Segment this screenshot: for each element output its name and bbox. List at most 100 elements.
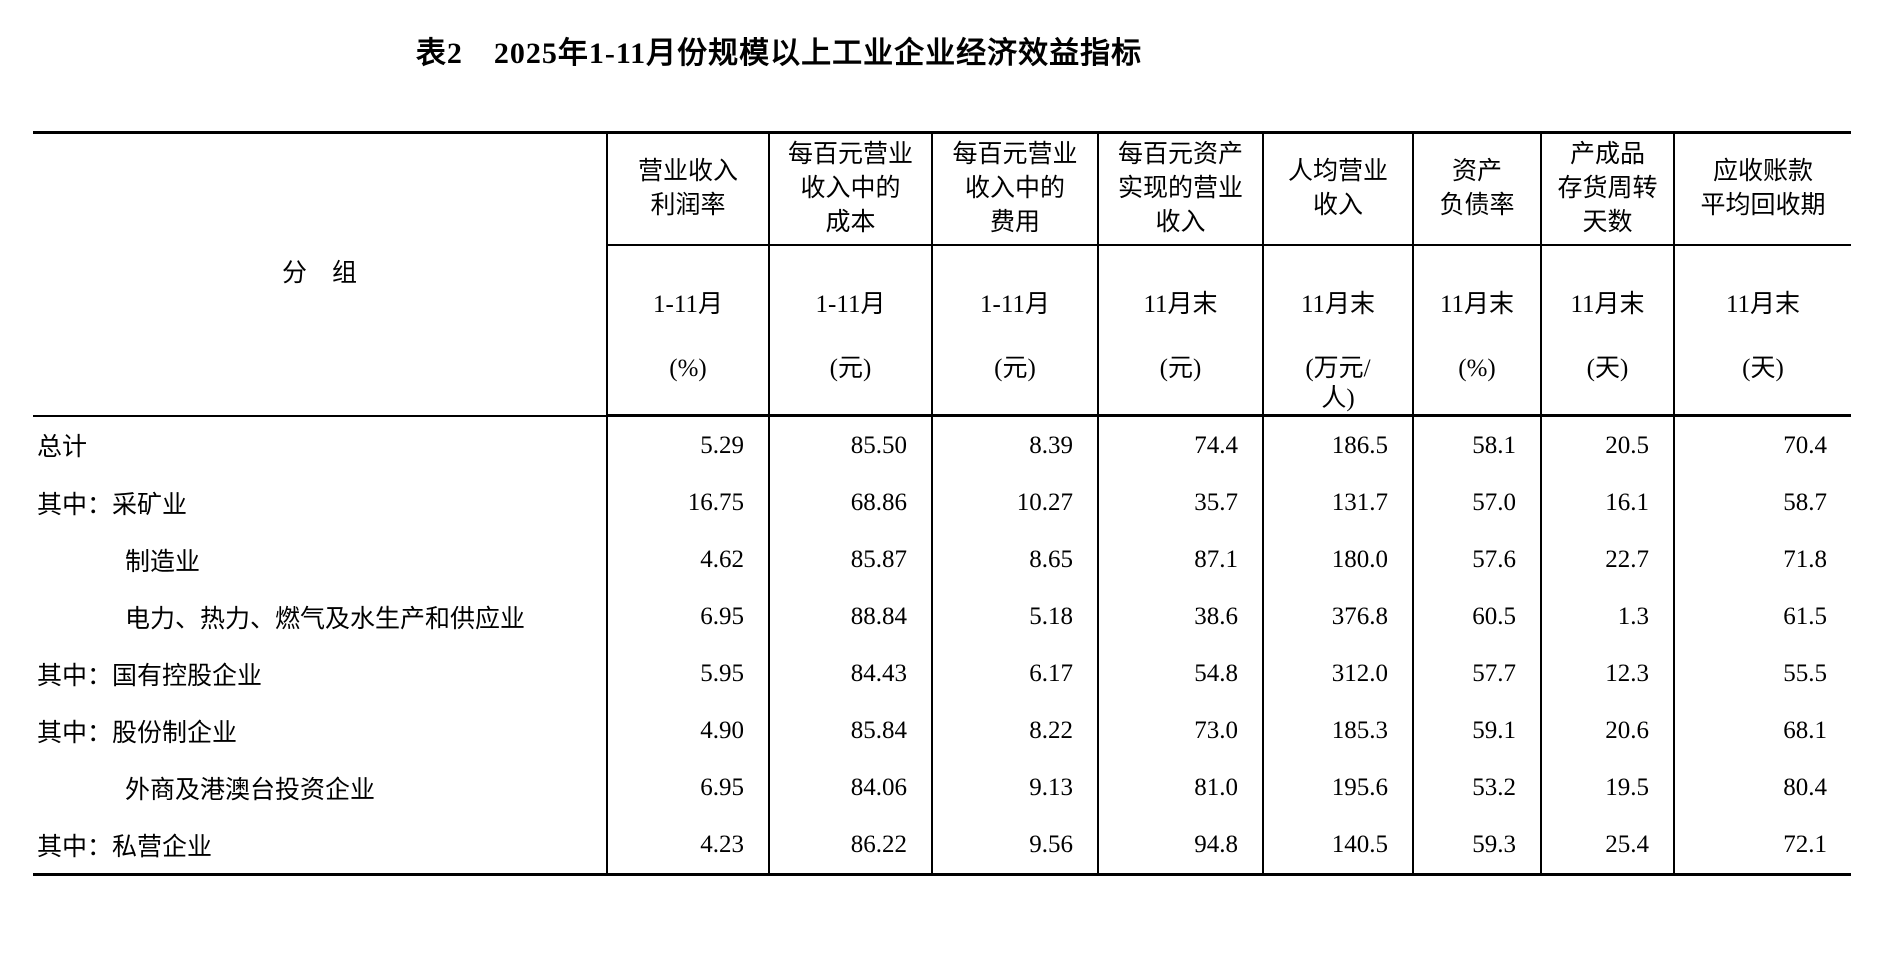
column-title: 应收账款 平均回收期 — [1674, 132, 1851, 246]
column-unit: (%) — [669, 355, 707, 382]
value-cell: 59.3 — [1413, 816, 1542, 875]
value-cell: 5.95 — [607, 645, 770, 702]
column-subheader: 1-11月 (%) — [607, 245, 770, 417]
table-row: 电力、热力、燃气及水生产和供应业 6.95 88.84 5.18 38.6 37… — [33, 588, 1851, 645]
value-cell: 10.27 — [932, 474, 1099, 531]
value-cell: 180.0 — [1263, 531, 1414, 588]
value-cell: 6.17 — [932, 645, 1099, 702]
value-cell: 81.0 — [1098, 759, 1264, 816]
group-header-cell: 分 组 — [33, 132, 608, 417]
value-cell: 74.4 — [1098, 415, 1264, 474]
value-cell: 60.5 — [1413, 588, 1542, 645]
column-period: 11月末 — [1725, 291, 1801, 318]
column-unit: (天) — [1742, 355, 1784, 382]
indicators-table: 分 组 营业收入 利润率 每百元营业 收入中的 成本 每百元营业 收入中的 费用… — [33, 131, 1851, 876]
column-unit: (万元/ 人) — [1305, 355, 1371, 412]
value-cell: 70.4 — [1783, 431, 1827, 459]
value-cell: 186.5 — [1263, 415, 1414, 474]
column-title: 产成品 存货周转 天数 — [1541, 132, 1675, 246]
table-row: 其中：股份制企业 4.90 85.84 8.22 73.0 185.3 59.1… — [33, 702, 1851, 759]
row-label: 总计 — [33, 415, 608, 474]
column-subheader: 1-11月 (元) — [932, 245, 1099, 417]
column-subheader: 11月末 (万元/ 人) — [1263, 245, 1414, 417]
value-cell: 376.8 — [1263, 588, 1414, 645]
column-title: 资产 负债率 — [1413, 132, 1542, 246]
value-cell: 20.5 — [1541, 415, 1675, 474]
row-label: 其中：私营企业 — [33, 816, 608, 875]
page-title: 表2 2025年1-11月份规模以上工业企业经济效益指标 — [415, 37, 1143, 70]
value-cell: 57.7 — [1413, 645, 1542, 702]
table-row: 外商及港澳台投资企业 6.95 84.06 9.13 81.0 195.6 53… — [33, 759, 1851, 816]
value-cell: 80.4 — [1783, 773, 1827, 801]
column-title: 每百元营业 收入中的 成本 — [769, 132, 933, 246]
column-period: 11月末 — [1439, 291, 1515, 318]
value-cell: 22.7 — [1541, 531, 1675, 588]
value-cell: 88.84 — [769, 588, 933, 645]
value-cell: 85.87 — [769, 531, 933, 588]
value-cell: 8.22 — [932, 702, 1099, 759]
column-unit: (元) — [994, 355, 1036, 382]
column-title: 每百元营业 收入中的 费用 — [932, 132, 1099, 246]
value-cell: 73.0 — [1098, 702, 1264, 759]
value-cell: 1.3 — [1541, 588, 1675, 645]
value-cell: 53.2 — [1413, 759, 1542, 816]
value-cell: 71.8 — [1783, 545, 1827, 573]
value-cell: 59.1 — [1413, 702, 1542, 759]
column-unit: (天) — [1586, 355, 1629, 382]
column-subheader: 11月末 (%) — [1413, 245, 1542, 417]
value-cell: 9.56 — [932, 816, 1099, 875]
row-label: 制造业 — [33, 531, 608, 588]
value-cell: 55.5 — [1783, 659, 1827, 687]
header-title-row: 分 组 营业收入 利润率 每百元营业 收入中的 成本 每百元营业 收入中的 费用… — [33, 132, 1851, 417]
column-unit: (%) — [1458, 355, 1496, 382]
column-title: 每百元资产 实现的营业 收入 — [1098, 132, 1264, 246]
value-cell: 57.0 — [1413, 474, 1542, 531]
value-cell: 5.18 — [932, 588, 1099, 645]
value-cell: 12.3 — [1541, 645, 1675, 702]
value-cell: 16.75 — [607, 474, 770, 531]
column-title: 人均营业 收入 — [1263, 132, 1414, 246]
table-row: 制造业 4.62 85.87 8.65 87.1 180.0 57.6 22.7… — [33, 531, 1851, 588]
value-cell: 20.6 — [1541, 702, 1675, 759]
column-period: 11月末 — [1300, 291, 1376, 318]
value-cell: 54.8 — [1098, 645, 1264, 702]
column-subheader: 1-11月 (元) — [769, 245, 933, 417]
value-cell: 85.84 — [769, 702, 933, 759]
value-cell: 19.5 — [1541, 759, 1675, 816]
value-cell: 85.50 — [769, 415, 933, 474]
value-cell: 6.95 — [607, 588, 770, 645]
value-cell: 87.1 — [1098, 531, 1264, 588]
value-cell: 8.39 — [932, 415, 1099, 474]
row-label: 其中：股份制企业 — [33, 702, 608, 759]
value-cell: 8.65 — [932, 531, 1099, 588]
value-cell: 35.7 — [1098, 474, 1264, 531]
column-subheader: 11月末 (天) — [1674, 245, 1851, 417]
value-cell: 185.3 — [1263, 702, 1414, 759]
value-cell: 16.1 — [1541, 474, 1675, 531]
value-cell: 4.23 — [607, 816, 770, 875]
column-subheader: 11月末 (元) — [1098, 245, 1264, 417]
column-period: 1-11月 — [980, 291, 1050, 318]
value-cell: 4.62 — [607, 531, 770, 588]
value-cell: 195.6 — [1263, 759, 1414, 816]
column-unit: (元) — [1159, 355, 1202, 382]
column-period: 1-11月 — [815, 291, 886, 318]
table-row: 总计 5.29 85.50 8.39 74.4 186.5 58.1 20.5 … — [33, 415, 1851, 474]
value-cell: 9.13 — [932, 759, 1099, 816]
table-body: 总计 5.29 85.50 8.39 74.4 186.5 58.1 20.5 … — [33, 415, 1851, 875]
value-cell: 5.29 — [607, 415, 770, 474]
column-unit: (元) — [829, 355, 872, 382]
value-cell: 131.7 — [1263, 474, 1414, 531]
value-cell: 38.6 — [1098, 588, 1264, 645]
value-cell: 4.90 — [607, 702, 770, 759]
row-label: 电力、热力、燃气及水生产和供应业 — [33, 588, 608, 645]
column-title: 营业收入 利润率 — [607, 132, 770, 246]
table-row: 其中：采矿业 16.75 68.86 10.27 35.7 131.7 57.0… — [33, 474, 1851, 531]
value-cell: 94.8 — [1098, 816, 1264, 875]
value-cell: 58.1 — [1413, 415, 1542, 474]
value-cell: 68.86 — [769, 474, 933, 531]
table-header: 分 组 营业收入 利润率 每百元营业 收入中的 成本 每百元营业 收入中的 费用… — [33, 132, 1851, 417]
table-row: 其中：国有控股企业 5.95 84.43 6.17 54.8 312.0 57.… — [33, 645, 1851, 702]
value-cell: 6.95 — [607, 759, 770, 816]
